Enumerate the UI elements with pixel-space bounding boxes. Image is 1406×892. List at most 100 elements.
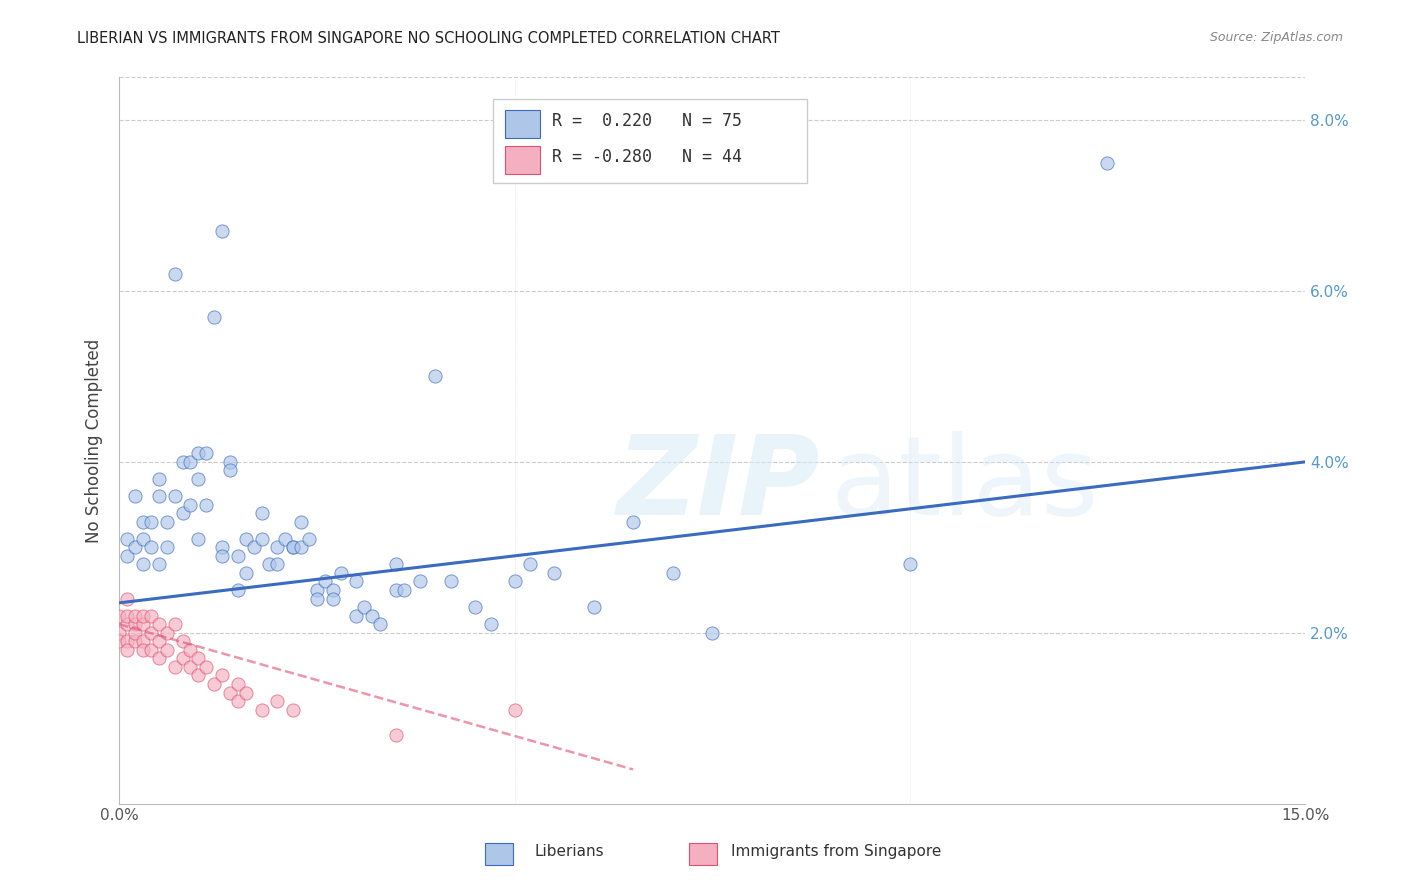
Point <box>226 694 249 708</box>
Point <box>353 600 375 615</box>
Point <box>124 489 146 503</box>
Point <box>179 498 201 512</box>
Text: LIBERIAN VS IMMIGRANTS FROM SINGAPORE NO SCHOOLING COMPLETED CORRELATION CHART: LIBERIAN VS IMMIGRANTS FROM SINGAPORE NO… <box>77 31 780 46</box>
Text: ZIP: ZIP <box>617 431 821 538</box>
Point <box>385 728 408 742</box>
Point <box>392 582 415 597</box>
Point <box>148 472 170 486</box>
Point <box>266 541 288 555</box>
Point <box>156 625 179 640</box>
Point <box>1097 156 1119 170</box>
Point <box>163 660 186 674</box>
Point <box>172 651 194 665</box>
Point <box>322 582 344 597</box>
Point <box>187 651 209 665</box>
Point <box>346 574 368 589</box>
Point <box>115 643 138 657</box>
Point <box>202 310 225 324</box>
Point <box>266 558 288 572</box>
Point <box>582 600 605 615</box>
Bar <box>505 146 540 174</box>
Point <box>211 549 233 563</box>
Point <box>195 498 218 512</box>
Point <box>385 558 408 572</box>
Point <box>543 566 565 580</box>
Point <box>187 472 209 486</box>
Point <box>329 566 352 580</box>
Point <box>503 703 526 717</box>
Point <box>163 617 186 632</box>
Point <box>124 625 146 640</box>
Point <box>108 625 131 640</box>
Point <box>148 651 170 665</box>
Point <box>179 643 201 657</box>
Point <box>250 703 273 717</box>
Point <box>195 660 218 674</box>
Point <box>115 617 138 632</box>
Point <box>139 515 162 529</box>
Point <box>298 532 321 546</box>
Point <box>187 446 209 460</box>
Point <box>108 634 131 648</box>
Point <box>425 369 447 384</box>
Point <box>242 541 264 555</box>
Point <box>132 515 155 529</box>
Point <box>195 446 218 460</box>
Point <box>314 574 336 589</box>
Bar <box>505 110 540 137</box>
Point <box>139 541 162 555</box>
Point <box>124 634 146 648</box>
Point <box>115 549 138 563</box>
Point <box>283 541 305 555</box>
Point <box>322 591 344 606</box>
Point <box>115 591 138 606</box>
Text: R = -0.280   N = 44: R = -0.280 N = 44 <box>553 148 742 166</box>
Point <box>124 617 146 632</box>
Point <box>172 455 194 469</box>
Point <box>283 703 305 717</box>
Point <box>172 634 194 648</box>
Point <box>250 506 273 520</box>
Text: atlas: atlas <box>831 431 1099 538</box>
Point <box>132 643 155 657</box>
Point <box>163 489 186 503</box>
Point <box>132 617 155 632</box>
Point <box>250 532 273 546</box>
Point <box>148 558 170 572</box>
Point <box>274 532 297 546</box>
Point <box>115 532 138 546</box>
Point <box>290 515 312 529</box>
Point <box>156 515 179 529</box>
Point <box>440 574 463 589</box>
Point <box>385 582 408 597</box>
Point <box>235 532 257 546</box>
Point <box>368 617 391 632</box>
Point <box>115 608 138 623</box>
Point <box>226 677 249 691</box>
Point <box>898 558 921 572</box>
Point <box>361 608 384 623</box>
Point <box>702 625 724 640</box>
Point <box>479 617 502 632</box>
Point <box>139 625 162 640</box>
Point <box>179 660 201 674</box>
Point <box>132 532 155 546</box>
Point <box>156 643 179 657</box>
Point <box>139 608 162 623</box>
Point <box>283 541 305 555</box>
Point <box>305 582 328 597</box>
Point <box>172 506 194 520</box>
Point <box>305 591 328 606</box>
Point <box>132 634 155 648</box>
Point <box>132 608 155 623</box>
Point <box>621 515 644 529</box>
Point <box>661 566 683 580</box>
Point <box>219 463 242 477</box>
Point <box>187 668 209 682</box>
Point <box>226 582 249 597</box>
Point <box>464 600 486 615</box>
Point <box>163 267 186 281</box>
Point <box>219 685 242 699</box>
Point <box>235 566 257 580</box>
Point <box>124 541 146 555</box>
